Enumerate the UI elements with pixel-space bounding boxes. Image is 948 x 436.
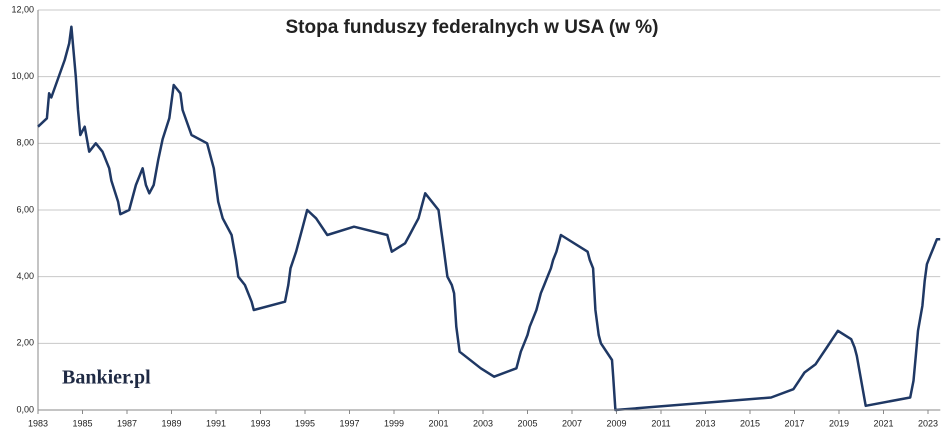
logo: Bankier.pl xyxy=(62,367,151,389)
y-tick-label: 6,00 xyxy=(16,204,34,214)
x-tick-label: 1993 xyxy=(250,418,270,428)
x-tick-label: 2013 xyxy=(695,418,715,428)
x-tick-label: 2009 xyxy=(606,418,626,428)
x-tick-label: 2021 xyxy=(873,418,893,428)
data-line xyxy=(37,25,941,412)
x-tick-label: 2001 xyxy=(428,418,448,428)
x-tick-label: 2011 xyxy=(651,418,670,428)
y-tick-label: 12,00 xyxy=(11,4,34,14)
y-tick-label: 8,00 xyxy=(16,138,34,148)
x-tick-label: 1997 xyxy=(339,418,359,428)
x-tick-label: 1999 xyxy=(384,418,404,428)
x-tick-label: 1989 xyxy=(161,418,181,428)
x-tick-label: 2005 xyxy=(517,418,537,428)
chart-title: Stopa funduszy federalnych w USA (w %) xyxy=(285,17,658,38)
x-tick-label: 2023 xyxy=(918,418,938,428)
x-tick-label: 2015 xyxy=(740,418,760,428)
y-tick-label: 0,00 xyxy=(16,404,34,414)
x-tick-label: 2019 xyxy=(829,418,849,428)
x-tick-label: 1991 xyxy=(206,418,226,428)
y-tick-label: 4,00 xyxy=(16,271,34,281)
x-tick-label: 1983 xyxy=(28,418,48,428)
x-tick-label: 2007 xyxy=(562,418,582,428)
x-tick-label: 1987 xyxy=(117,418,137,428)
x-tick-label: 1985 xyxy=(72,418,92,428)
y-tick-label: 10,00 xyxy=(11,71,34,81)
x-tick-label: 2017 xyxy=(784,418,804,428)
x-tick-label: 2003 xyxy=(473,418,493,428)
x-tick-label: 1995 xyxy=(295,418,315,428)
y-tick-label: 2,00 xyxy=(16,338,34,348)
